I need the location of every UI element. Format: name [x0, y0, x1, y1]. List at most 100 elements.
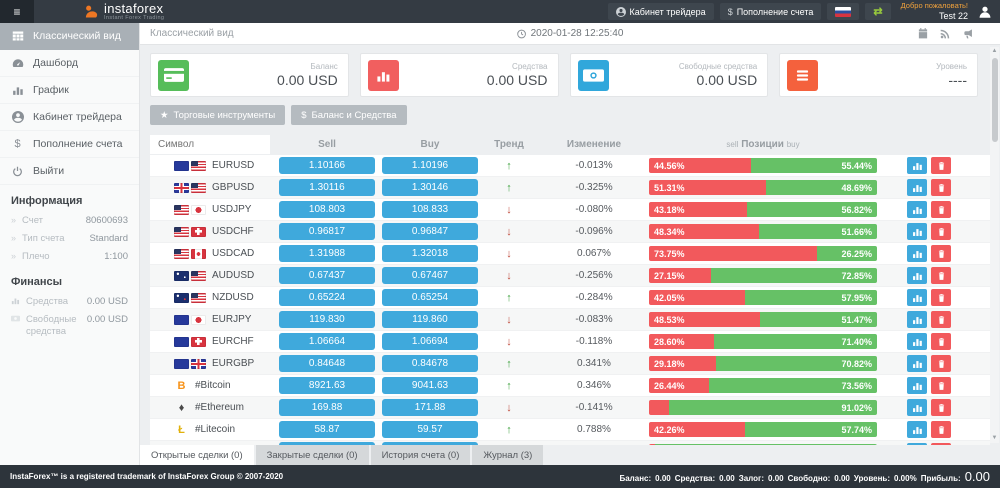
- open-chart-button[interactable]: [907, 157, 927, 174]
- open-chart-button[interactable]: [907, 201, 927, 218]
- buy-positions-segment: 51.66%: [759, 224, 877, 239]
- sell-quote-button[interactable]: 1.30116: [279, 179, 375, 196]
- tab-journal[interactable]: Журнал (3): [472, 445, 544, 465]
- sidebar-item-chart[interactable]: График: [0, 77, 139, 104]
- scroll-down-arrow[interactable]: ▼: [991, 435, 998, 441]
- buy-quote-button[interactable]: 1.32018: [382, 245, 478, 262]
- symbol-name: EURJPY: [212, 314, 252, 325]
- sell-quote-button[interactable]: 0.96817: [279, 223, 375, 240]
- flag-us-icon: [174, 248, 189, 259]
- flag-ch-icon: [191, 226, 206, 237]
- symbol-name: #Litecoin: [195, 424, 236, 435]
- language-flag-button[interactable]: [827, 3, 860, 20]
- sell-quote-button[interactable]: 0.67437: [279, 267, 375, 284]
- buy-quote-button[interactable]: [382, 441, 478, 445]
- delete-symbol-button[interactable]: [931, 355, 951, 372]
- quote-row: [150, 441, 990, 445]
- equity-card: Средства 0.00 USD: [359, 53, 559, 97]
- buy-positions-segment: 91.02%: [669, 400, 877, 415]
- delete-symbol-button[interactable]: [931, 179, 951, 196]
- buy-quote-button[interactable]: 0.96847: [382, 223, 478, 240]
- balance-equity-button[interactable]: $ Баланс и Средства: [291, 105, 407, 125]
- symbol-cell: Ł #Litecoin: [150, 424, 278, 436]
- open-chart-button[interactable]: [907, 245, 927, 262]
- tab-open-deals[interactable]: Открытые сделки (0): [140, 445, 254, 465]
- sidebar-finance-title: Финансы: [11, 275, 63, 288]
- sell-quote-button[interactable]: 1.06664: [279, 333, 375, 350]
- trading-instruments-button[interactable]: ★ Торговые инструменты: [150, 105, 286, 125]
- sell-quote-button[interactable]: 0.84648: [279, 355, 375, 372]
- sell-quote-button[interactable]: 108.803: [279, 201, 375, 218]
- sell-quote-button[interactable]: [279, 441, 375, 445]
- open-chart-button[interactable]: [907, 399, 927, 416]
- scroll-up-arrow[interactable]: ▲: [991, 48, 998, 54]
- open-chart-button[interactable]: [907, 267, 927, 284]
- sell-quote-button[interactable]: 169.88: [279, 399, 375, 416]
- delete-symbol-button[interactable]: [931, 377, 951, 394]
- flag-us-icon: [191, 160, 206, 171]
- trend-indicator: ↑: [506, 423, 512, 436]
- sidebar-item-dashboard[interactable]: Дашборд: [0, 50, 139, 77]
- buy-quote-button[interactable]: 0.67467: [382, 267, 478, 284]
- quotes-table-header: Sell Buy Тренд Изменение sell Позиции bu…: [150, 133, 990, 155]
- positions-bar: 91.02%: [649, 400, 877, 415]
- open-chart-button[interactable]: [907, 223, 927, 240]
- buy-quote-button[interactable]: 59.57: [382, 421, 478, 438]
- positions-bar: 28.60% 71.40%: [649, 334, 877, 349]
- sell-quote-button[interactable]: 8921.63: [279, 377, 375, 394]
- buy-quote-button[interactable]: 119.860: [382, 311, 478, 328]
- rss-icon[interactable]: [940, 28, 951, 39]
- delete-symbol-button[interactable]: [931, 421, 951, 438]
- trader-cabinet-button[interactable]: Кабинет трейдера: [607, 3, 714, 20]
- calendar-icon[interactable]: [918, 28, 928, 39]
- delete-symbol-button[interactable]: [931, 311, 951, 328]
- tab-account-history[interactable]: История счета (0): [370, 445, 471, 465]
- open-chart-button[interactable]: [907, 289, 927, 306]
- open-chart-button[interactable]: [907, 311, 927, 328]
- delete-symbol-button[interactable]: [931, 399, 951, 416]
- delete-symbol-button[interactable]: [931, 333, 951, 350]
- exchange-button[interactable]: ⇄: [865, 3, 891, 20]
- symbol-cell: EURGBP: [150, 358, 278, 369]
- delete-symbol-button[interactable]: [931, 201, 951, 218]
- buy-quote-button[interactable]: 0.84678: [382, 355, 478, 372]
- tab-closed-deals[interactable]: Закрытые сделки (0): [255, 445, 369, 465]
- avatar-icon[interactable]: [978, 5, 992, 19]
- symbol-search-input[interactable]: [150, 134, 270, 154]
- sidebar-item-classic-view[interactable]: Классический вид: [0, 23, 139, 50]
- quote-row: NZDUSD 0.65224 0.65254 ↑ -0.284% 42.05% …: [150, 287, 990, 309]
- change-value: 0.788%: [577, 424, 611, 435]
- delete-symbol-button[interactable]: [931, 157, 951, 174]
- sell-quote-button[interactable]: 1.10166: [279, 157, 375, 174]
- megaphone-icon[interactable]: [963, 28, 974, 39]
- delete-symbol-button[interactable]: [931, 289, 951, 306]
- open-chart-button[interactable]: [907, 377, 927, 394]
- buy-quote-button[interactable]: 108.833: [382, 201, 478, 218]
- buy-quote-button[interactable]: 171.88: [382, 399, 478, 416]
- buy-quote-button[interactable]: 1.10196: [382, 157, 478, 174]
- open-chart-button[interactable]: [907, 355, 927, 372]
- delete-symbol-button[interactable]: [931, 267, 951, 284]
- flag-eu-icon: [174, 314, 189, 325]
- open-chart-button[interactable]: [907, 179, 927, 196]
- delete-symbol-button[interactable]: [931, 443, 951, 445]
- buy-quote-button[interactable]: 1.06694: [382, 333, 478, 350]
- open-chart-button[interactable]: [907, 443, 927, 445]
- open-chart-button[interactable]: [907, 421, 927, 438]
- sell-quote-button[interactable]: 119.830: [279, 311, 375, 328]
- buy-quote-button[interactable]: 0.65254: [382, 289, 478, 306]
- buy-quote-button[interactable]: 1.30146: [382, 179, 478, 196]
- deposit-button[interactable]: $ Пополнение счета: [719, 3, 822, 20]
- sell-quote-button[interactable]: 0.65224: [279, 289, 375, 306]
- sidebar-item-deposit[interactable]: $ Пополнение счета: [0, 131, 139, 158]
- open-chart-button[interactable]: [907, 333, 927, 350]
- sidebar-item-trader-cabinet[interactable]: Кабинет трейдера: [0, 104, 139, 131]
- sell-quote-button[interactable]: 58.87: [279, 421, 375, 438]
- buy-quote-button[interactable]: 9041.63: [382, 377, 478, 394]
- sidebar-item-logout[interactable]: Выйти: [0, 158, 139, 185]
- sell-quote-button[interactable]: 1.31988: [279, 245, 375, 262]
- delete-symbol-button[interactable]: [931, 245, 951, 262]
- hamburger-menu-button[interactable]: ≡: [0, 0, 34, 23]
- delete-symbol-button[interactable]: [931, 223, 951, 240]
- scrollbar-thumb[interactable]: [991, 58, 998, 142]
